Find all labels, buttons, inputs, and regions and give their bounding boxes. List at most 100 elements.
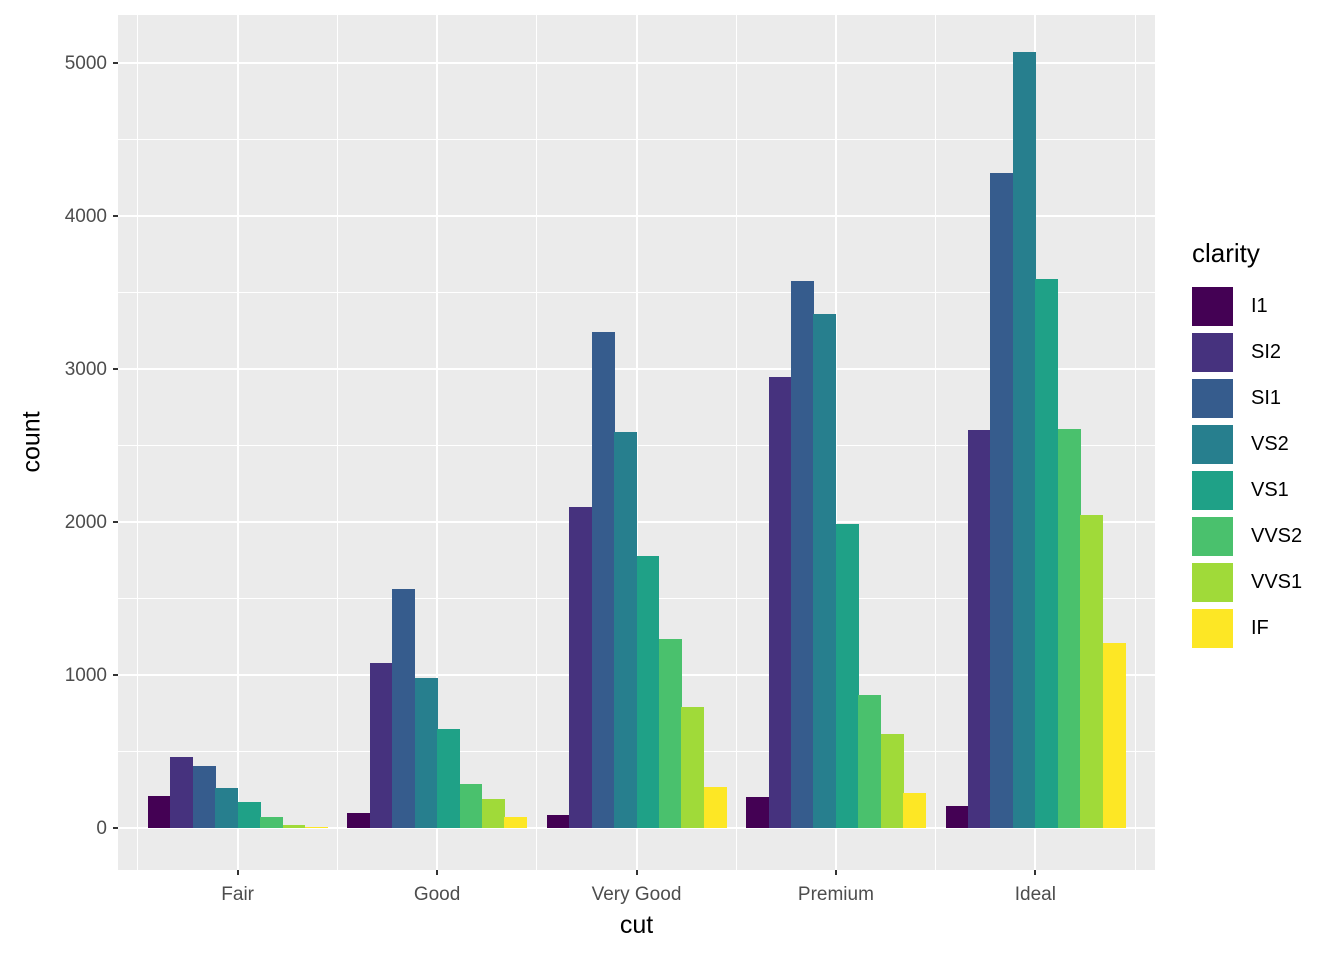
bar-ideal-if (1102, 642, 1126, 828)
bar-fair-vvs2 (260, 817, 283, 828)
x-tick-label: Ideal (1014, 884, 1056, 905)
legend-item-label: VVS1 (1251, 571, 1303, 593)
bar-very-good-si2 (569, 506, 593, 828)
bar-ideal-vs2 (1012, 52, 1036, 828)
x-minor-gridline (336, 15, 338, 870)
legend-key-swatch (1192, 379, 1233, 418)
plot-panel (118, 15, 1155, 870)
legend-item-vs2: VS2 (1192, 425, 1302, 464)
legend-key-swatch (1192, 287, 1233, 326)
y-tick-label: 1000 (64, 664, 107, 686)
bar-fair-i1 (147, 795, 171, 828)
bar-fair-vvs1 (282, 825, 306, 828)
bar-premium-vs2 (813, 314, 837, 828)
bar-good-si2 (369, 662, 393, 828)
bar-ideal-si2 (968, 430, 991, 828)
bar-good-if (504, 817, 528, 828)
bar-good-vs2 (414, 678, 438, 828)
x-tick-mark (236, 870, 239, 875)
x-minor-gridline (935, 15, 937, 870)
legend-item-label: IF (1251, 617, 1269, 639)
y-tick-mark (113, 215, 118, 217)
bar-ideal-vs1 (1035, 278, 1059, 828)
y-axis-title: count (17, 410, 46, 472)
x-tick-mark (436, 870, 439, 875)
legend-item-vs1: VS1 (1192, 471, 1302, 510)
bar-premium-if (903, 792, 927, 828)
bar-very-good-vvs2 (658, 639, 682, 828)
legend-key-swatch (1192, 563, 1233, 602)
legend-item-label: VVS2 (1251, 525, 1303, 547)
bar-premium-i1 (746, 796, 770, 828)
x-tick-mark (635, 870, 638, 875)
x-minor-gridline (1134, 15, 1136, 870)
y-tick-mark (113, 367, 118, 370)
legend-item-if: IF (1192, 609, 1302, 648)
x-minor-gridline (735, 15, 737, 870)
bar-premium-vvs2 (858, 694, 882, 828)
y-tick-label: 5000 (64, 53, 107, 75)
x-tick-label: Premium (797, 884, 874, 905)
bar-fair-si2 (170, 756, 194, 828)
bar-good-vs1 (437, 728, 460, 828)
bar-ideal-vvs1 (1080, 514, 1104, 828)
bar-premium-vs1 (835, 523, 859, 828)
x-tick-label: Good (413, 884, 461, 905)
bar-very-good-if (703, 786, 727, 828)
bar-very-good-i1 (546, 815, 570, 828)
legend-key-swatch (1192, 517, 1233, 556)
y-tick-mark (113, 62, 118, 65)
bar-premium-si1 (791, 281, 814, 828)
legend-item-label: SI2 (1251, 341, 1282, 363)
x-major-gridline (236, 15, 239, 870)
bar-ideal-si1 (990, 172, 1014, 828)
legend-key-swatch (1192, 333, 1233, 372)
y-tick-label: 2000 (64, 511, 107, 533)
legend-item-label: VS2 (1251, 433, 1289, 455)
legend-item-vvs2: VVS2 (1192, 517, 1302, 556)
bar-ideal-i1 (945, 805, 969, 828)
bar-good-i1 (347, 813, 371, 828)
y-tick-label: 4000 (64, 206, 107, 227)
legend-key-swatch (1192, 609, 1233, 648)
x-tick-mark (834, 870, 837, 875)
bar-premium-si2 (768, 376, 792, 828)
bar-very-good-si1 (591, 332, 615, 828)
legend-item-si2: SI2 (1192, 333, 1302, 372)
legend-key-swatch (1192, 425, 1233, 464)
legend-item-si1: SI1 (1192, 379, 1302, 418)
bar-ideal-vvs2 (1057, 429, 1081, 828)
x-tick-label: Very Good (591, 884, 682, 905)
bar-good-si1 (392, 589, 416, 828)
legend-item-vvs1: VVS1 (1192, 563, 1302, 602)
bar-very-good-vs2 (614, 431, 637, 828)
bar-fair-vs1 (237, 801, 261, 828)
legend-item-label: SI1 (1251, 387, 1282, 409)
x-tick-label: Fair (221, 884, 254, 905)
x-tick-mark (1034, 870, 1037, 875)
x-minor-gridline (137, 15, 139, 870)
bar-very-good-vvs1 (681, 707, 705, 828)
legend-item-i1: I1 (1192, 287, 1302, 326)
bar-fair-if (304, 826, 328, 828)
y-tick-mark (113, 673, 118, 676)
legend-title: clarity (1192, 238, 1260, 268)
y-tick-label: 3000 (64, 358, 107, 380)
y-tick-mark (113, 826, 118, 829)
y-tick-label: 0 (96, 817, 107, 839)
bar-fair-vs2 (215, 788, 239, 828)
legend-item-label: I1 (1251, 295, 1268, 317)
bar-good-vvs2 (459, 784, 483, 828)
bar-good-vvs1 (481, 799, 505, 828)
bar-fair-si1 (192, 765, 216, 828)
x-major-gridline (436, 15, 439, 870)
legend: clarity I1 SI2 SI1 VS2 VS1 VVS2 VVS1 IF (1192, 238, 1302, 655)
bar-premium-vvs1 (880, 733, 904, 828)
x-minor-gridline (536, 15, 538, 870)
y-tick-mark (113, 520, 118, 523)
bar-very-good-vs1 (636, 556, 660, 828)
legend-items: I1 SI2 SI1 VS2 VS1 VVS2 VVS1 IF (1192, 287, 1302, 648)
legend-key-swatch (1192, 471, 1233, 510)
x-axis-title: cut (619, 911, 654, 939)
